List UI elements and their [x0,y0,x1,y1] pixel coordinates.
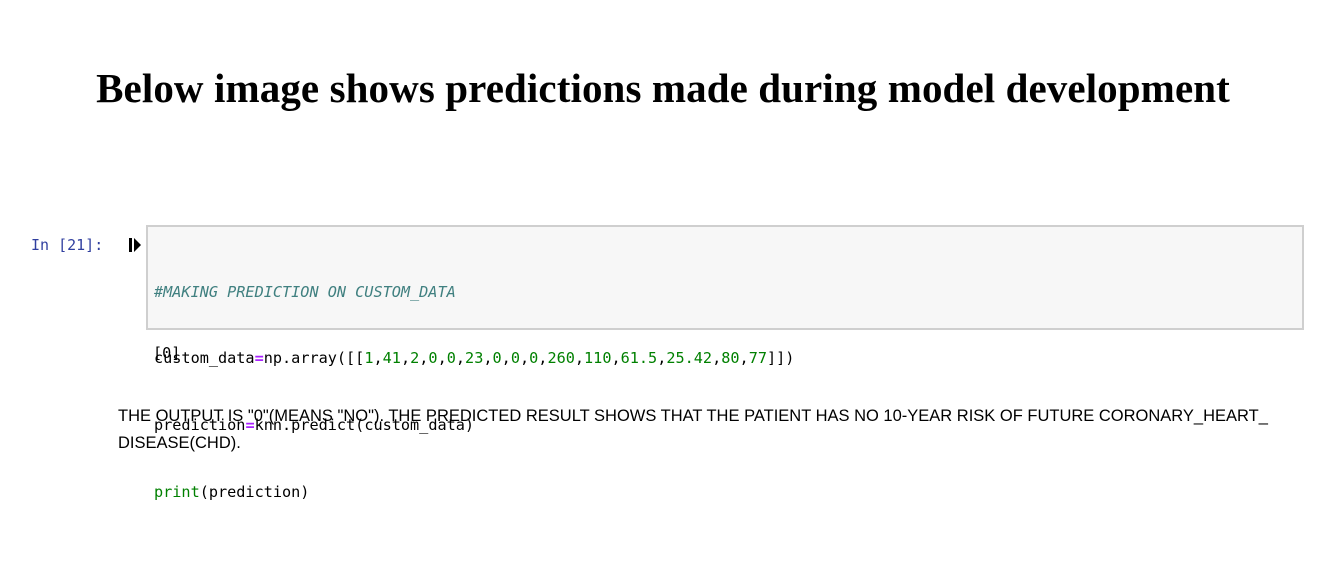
code-variable: prediction [154,416,246,435]
code-comma: , [574,349,585,368]
code-line-print: print(prediction) [154,481,794,503]
explanation-text: THE OUTPUT IS "0"(MEANS "NO"). THE PREDI… [118,407,1268,452]
code-number: 61.5 [620,349,658,368]
input-prompt: In [21]: [31,236,104,254]
code-number: 260 [547,349,575,368]
code-number: 23 [465,349,484,368]
step-forward-icon[interactable] [129,238,141,252]
code-number: 1 [364,349,374,368]
code-comma: , [611,349,621,368]
code-operator: = [254,349,264,368]
code-call: (prediction) [199,483,310,502]
code-editor[interactable]: #MAKING PREDICTION ON CUSTOM_DATA custom… [154,236,794,548]
code-comment: #MAKING PREDICTION ON CUSTOM_DATA [154,282,456,301]
code-comma: , [455,349,466,368]
code-comma: , [483,349,493,368]
code-comma: , [400,349,411,368]
code-number: 77 [748,349,767,368]
page-title: Below image shows predictions made durin… [96,65,1230,111]
code-builtin: print [154,483,200,502]
code-comma: , [657,349,667,368]
code-number: 25.42 [666,349,713,368]
code-number: 41 [382,349,401,368]
code-number: 80 [721,349,740,368]
code-comma: , [712,349,722,368]
code-cell[interactable]: #MAKING PREDICTION ON CUSTOM_DATA custom… [146,225,1304,501]
code-function: np.array([[ [263,349,365,368]
code-comma: , [437,349,447,368]
code-close: ]]) [766,349,795,368]
code-comma: , [501,349,511,368]
code-comma: , [519,349,530,368]
code-comma: , [739,349,749,368]
code-line-custom-data: custom_data=np.array([[1,41,2,0,0,23,0,0… [154,347,794,369]
code-number: 0 [510,349,520,368]
code-call: knn.predict(custom_data) [254,416,475,435]
code-number: 2 [410,349,420,368]
code-variable: custom_data [154,349,255,368]
code-number: 0 [529,349,539,368]
code-number: 0 [428,349,438,368]
code-comma: , [373,349,383,368]
code-number: 0 [492,349,502,368]
code-comma: , [419,349,429,368]
code-line-prediction: prediction=knn.predict(custom_data) [154,414,794,436]
code-number: 110 [584,349,612,368]
code-operator: = [245,416,255,435]
code-comma: , [538,349,548,368]
code-number: 0 [446,349,456,368]
cell-output: [0] [153,344,181,362]
